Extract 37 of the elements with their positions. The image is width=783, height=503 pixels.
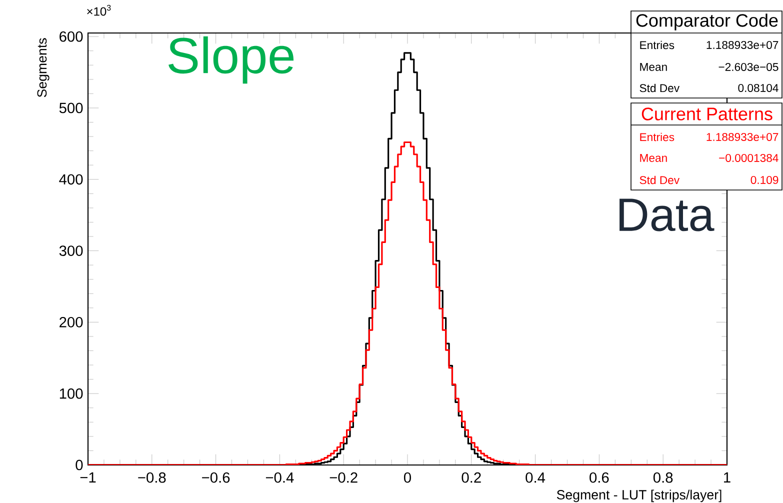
annotation: 1.188933e+07 xyxy=(706,132,778,141)
annotation: 1.188933e+07 xyxy=(706,40,778,49)
x-tick-label: −1 xyxy=(80,472,96,482)
annotation: Data xyxy=(620,198,714,232)
annotation: −0.0001384 xyxy=(719,154,778,162)
annotation: −2.603e−05 xyxy=(718,62,778,71)
x-tick-label: −0.4 xyxy=(266,472,294,483)
text: ×10$^{3}$ xyxy=(87,4,111,16)
x-tick-label: 1 xyxy=(724,472,730,482)
text: 0.08104 xyxy=(738,84,778,92)
x-tick-label: 0.2 xyxy=(462,472,481,483)
x-tick-label: 0.8 xyxy=(653,472,673,483)
x-tick-label: 0.6 xyxy=(590,472,609,483)
x-tick-label: −0.2 xyxy=(330,472,358,483)
annotation: Mean xyxy=(640,63,667,71)
y-tick-label: 500 xyxy=(59,102,83,114)
text: Comparator Code xyxy=(636,14,778,30)
x-tick-label: 0 xyxy=(404,472,411,483)
annotation: Mean xyxy=(640,154,667,162)
text: Current Patterns xyxy=(642,108,772,120)
x-tick-label: −0.8 xyxy=(138,472,166,483)
annotation: Entries xyxy=(640,40,674,50)
annotation: Std Dev xyxy=(640,176,680,184)
x-tick-label: 0.4 xyxy=(526,472,546,483)
y-tick-label: 200 xyxy=(60,317,83,328)
text: 0.109 xyxy=(750,176,778,184)
annotation: Slope xyxy=(168,36,294,84)
annotation: Entries xyxy=(640,132,674,142)
y-tick-label: 600 xyxy=(60,31,83,42)
annotation: Std Dev xyxy=(640,84,680,92)
y-tick-label: 0 xyxy=(76,460,83,470)
y-tick-label: 300 xyxy=(59,246,83,256)
y-axis-title: Segments xyxy=(37,38,50,98)
y-tick-label: 100 xyxy=(60,388,83,399)
x-axis-title: Segment - LUT [strips/layer] xyxy=(556,490,722,502)
y-tick-label: 400 xyxy=(59,174,83,185)
x-tick-label: −0.6 xyxy=(202,472,230,483)
